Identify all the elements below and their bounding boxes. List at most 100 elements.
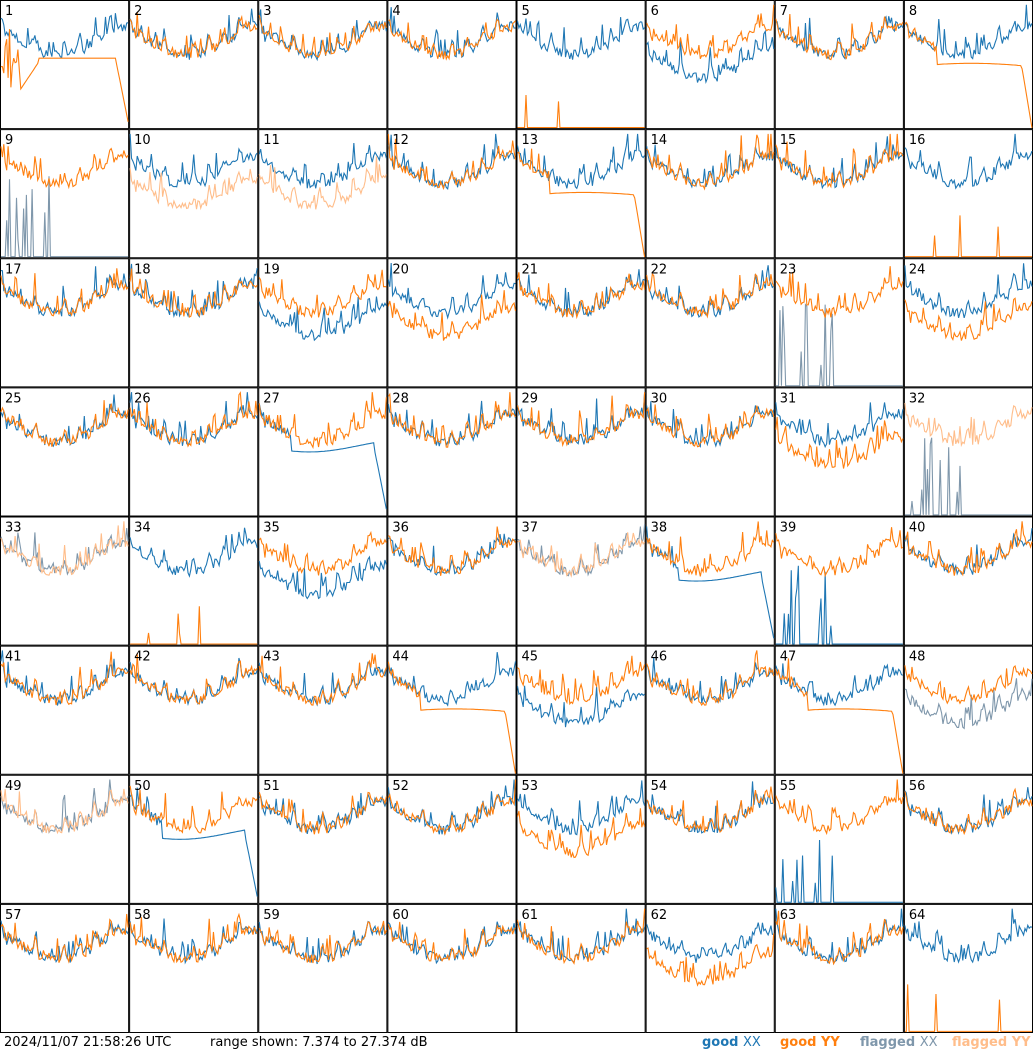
panel-label: 4 xyxy=(392,4,400,19)
panel-frame xyxy=(387,774,517,904)
panel-label: 37 xyxy=(522,521,539,536)
panel-label: 21 xyxy=(522,262,539,277)
panel-label: 19 xyxy=(263,262,280,277)
range-label: range shown: 7.374 to 27.374 dB xyxy=(210,1035,428,1050)
panel-label: 14 xyxy=(651,133,668,148)
panel-label: 7 xyxy=(780,4,788,19)
panel-23: 23 xyxy=(774,258,904,388)
series-yy-line xyxy=(904,984,1032,1032)
panel-48: 48 xyxy=(903,645,1033,775)
series-xx-line xyxy=(129,263,258,318)
panel-label: 50 xyxy=(134,779,151,794)
series-xx-line xyxy=(387,263,516,320)
panel-frame xyxy=(129,903,259,1033)
panel-27: 27 xyxy=(258,387,388,517)
panel-frame xyxy=(645,903,775,1033)
series-yy-line xyxy=(130,606,258,645)
panel-33: 33 xyxy=(0,516,130,646)
panel-59: 59 xyxy=(258,903,388,1033)
panel-64: 64 xyxy=(903,903,1033,1033)
panel-3: 3 xyxy=(258,0,388,130)
panel-label: 43 xyxy=(263,650,280,665)
series-xx-line xyxy=(129,133,258,188)
series-xx-line xyxy=(387,652,517,707)
series-xx-line xyxy=(904,437,1032,516)
series-xx-line xyxy=(129,918,258,965)
legend-word: good xyxy=(702,1035,739,1050)
panel-49: 49 xyxy=(0,774,130,904)
legend-word: flagged xyxy=(952,1035,1008,1050)
panel-60: 60 xyxy=(387,903,517,1033)
panel-frame xyxy=(774,387,904,517)
series-yy-line xyxy=(129,11,258,59)
series-xx-line xyxy=(775,565,903,645)
series-yy-line xyxy=(0,144,129,190)
panel-frame xyxy=(516,258,646,388)
legend-good-yy: good YY xyxy=(780,1033,840,1053)
panel-label: 3 xyxy=(263,4,271,19)
series-xx-line xyxy=(904,787,1033,835)
series-xx-line xyxy=(904,908,1033,964)
panel-frame xyxy=(258,258,388,388)
panel-frame xyxy=(516,903,646,1033)
series-yy-line xyxy=(0,913,129,964)
panel-frame xyxy=(129,0,259,130)
panel-frame xyxy=(258,0,388,130)
series-yy-line xyxy=(646,650,775,707)
panel-label: 63 xyxy=(780,908,797,923)
series-yy-line xyxy=(0,521,129,576)
panel-frame xyxy=(516,516,646,646)
panel-label: 30 xyxy=(651,391,668,406)
panel-label: 58 xyxy=(134,908,151,923)
series-xx-line xyxy=(258,142,387,189)
series-yy-line xyxy=(388,18,516,61)
series-yy-line xyxy=(387,392,516,448)
panel-41: 41 xyxy=(0,645,130,775)
series-xx-line xyxy=(775,663,904,707)
series-yy-line xyxy=(646,133,775,191)
panel-label: 8 xyxy=(909,4,917,19)
panel-52: 52 xyxy=(387,774,517,904)
panel-frame xyxy=(258,903,388,1033)
panel-label: 57 xyxy=(5,908,22,923)
series-yy-line xyxy=(646,272,775,319)
panel-16: 16 xyxy=(903,129,1033,259)
legend-flagged-xx: flagged XX xyxy=(860,1033,938,1053)
panel-label: 11 xyxy=(263,133,280,148)
panel-label: 26 xyxy=(134,391,151,406)
series-xx-line xyxy=(388,533,516,576)
panel-frame xyxy=(774,129,904,259)
series-yy-line xyxy=(0,29,129,122)
panel-61: 61 xyxy=(516,903,646,1033)
series-yy-line xyxy=(387,661,517,774)
series-yy-line xyxy=(516,272,646,320)
panel-label: 39 xyxy=(780,521,797,536)
legend-pol: XX xyxy=(743,1035,761,1050)
panel-frame xyxy=(903,774,1033,904)
series-xx-line xyxy=(775,15,904,60)
panel-8: 8 xyxy=(903,0,1033,130)
panel-54: 54 xyxy=(645,774,775,904)
panel-18: 18 xyxy=(129,258,259,388)
panel-15: 15 xyxy=(774,129,904,259)
panel-label: 49 xyxy=(5,779,22,794)
panel-label: 64 xyxy=(909,908,926,923)
panel-42: 42 xyxy=(129,645,259,775)
panel-frame xyxy=(645,0,775,130)
panel-57: 57 xyxy=(0,903,130,1033)
panel-label: 25 xyxy=(5,391,22,406)
panel-26: 26 xyxy=(129,387,259,517)
timestamp: 2024/11/07 21:58:26 UTC xyxy=(4,1035,172,1050)
series-yy-line xyxy=(775,658,904,774)
series-xx-line xyxy=(516,17,646,60)
panel-frame xyxy=(903,258,1033,388)
panel-label: 20 xyxy=(392,262,409,277)
series-yy-line xyxy=(129,168,258,211)
panel-label: 51 xyxy=(263,779,280,794)
series-yy-line xyxy=(646,786,775,833)
series-yy-line xyxy=(517,94,645,129)
panel-label: 54 xyxy=(651,779,668,794)
panel-label: 22 xyxy=(651,262,668,277)
panel-label: 2 xyxy=(134,4,142,19)
panel-12: 12 xyxy=(387,129,517,259)
